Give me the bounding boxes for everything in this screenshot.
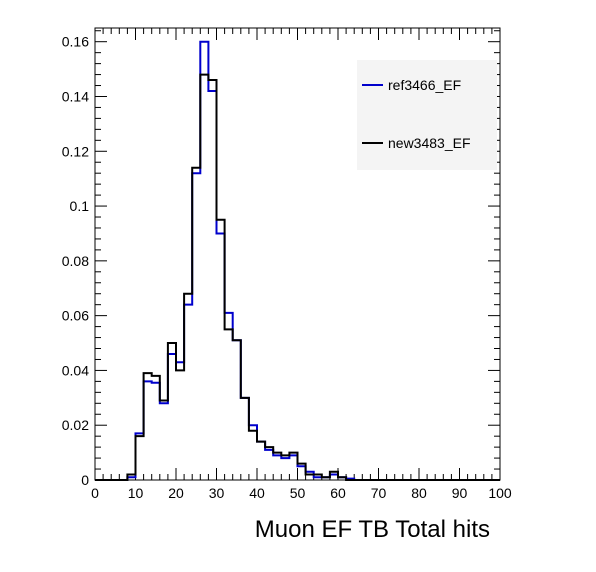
x-tick-label: 20 xyxy=(168,485,184,501)
y-tick-label: 0.06 xyxy=(62,308,89,324)
x-tick-label: 90 xyxy=(452,485,468,501)
legend-label-new: new3483_EF xyxy=(388,135,471,151)
legend-label-ref: ref3466_EF xyxy=(388,77,461,93)
x-tick-labels: 0 10 20 30 40 50 60 70 80 90 100 xyxy=(91,485,512,501)
x-tick-label: 80 xyxy=(411,485,427,501)
y-tick-label: 0 xyxy=(81,472,89,488)
y-tick-label: 0.08 xyxy=(62,253,89,269)
x-tick-label: 10 xyxy=(128,485,144,501)
y-tick-label: 0.02 xyxy=(62,417,89,433)
x-tick-label: 100 xyxy=(488,485,512,501)
x-tick-label: 50 xyxy=(290,485,306,501)
y-tick-label: 0.04 xyxy=(62,362,89,378)
series-group xyxy=(95,40,500,481)
legend-box xyxy=(357,60,497,170)
y-tick-label: 0.12 xyxy=(62,143,89,159)
x-tick-label: 30 xyxy=(209,485,225,501)
y-tick-label: 0.14 xyxy=(62,88,89,104)
x-tick-label: 60 xyxy=(330,485,346,501)
y-tick-label: 0.1 xyxy=(70,198,90,214)
series-new3483-line xyxy=(95,73,500,481)
x-tick-label: 40 xyxy=(249,485,265,501)
y-tick-label: 0.16 xyxy=(62,34,89,50)
x-tick-label: 0 xyxy=(91,485,99,501)
legend: ref3466_EF new3483_EF xyxy=(357,60,497,170)
x-axis-title: Muon EF TB Total hits xyxy=(255,516,490,543)
x-tick-label: 70 xyxy=(371,485,387,501)
y-tick-labels: 0 0.02 0.04 0.06 0.08 0.1 0.12 0.14 0.16 xyxy=(62,34,89,488)
